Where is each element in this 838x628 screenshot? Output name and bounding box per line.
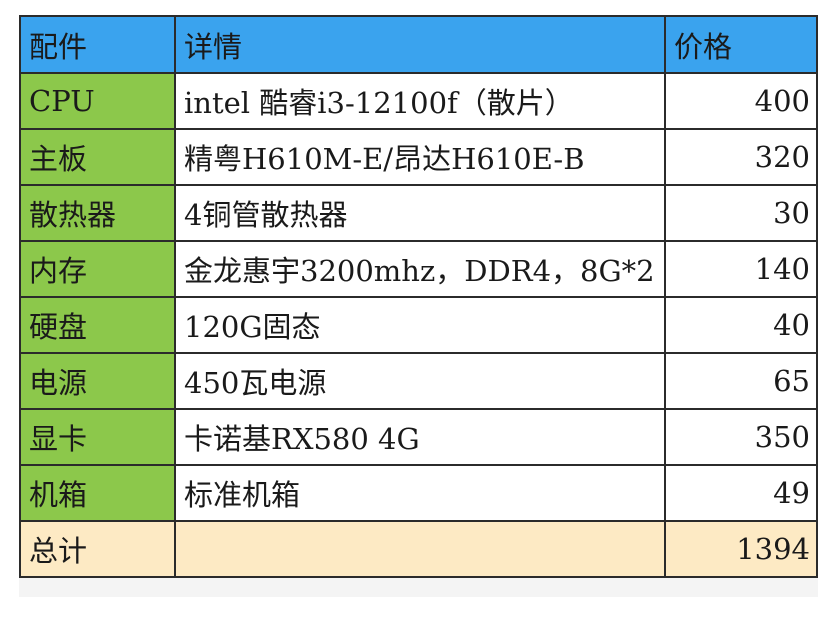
- price-cell[interactable]: 30: [664, 184, 818, 242]
- detail-cell[interactable]: intel 酷睿i3-12100f（散片）: [174, 72, 666, 130]
- table-row: 电源 450瓦电源 65: [19, 352, 818, 410]
- table-row: 机箱 标准机箱 49: [19, 464, 818, 522]
- header-detail[interactable]: 详情: [174, 15, 666, 74]
- price-cell[interactable]: 320: [664, 128, 818, 186]
- part-cell[interactable]: 散热器: [19, 184, 176, 242]
- header-row: 配件 详情 价格: [19, 15, 818, 74]
- table-row: 散热器 4铜管散热器 30: [19, 184, 818, 242]
- total-label-cell[interactable]: 总计: [19, 520, 176, 578]
- detail-cell[interactable]: 标准机箱: [174, 464, 666, 522]
- detail-cell[interactable]: 金龙惠宇3200mhz，DDR4，8G*2: [174, 240, 666, 298]
- price-cell[interactable]: 400: [664, 72, 818, 130]
- detail-cell[interactable]: 450瓦电源: [174, 352, 666, 410]
- table-row: 硬盘 120G固态 40: [19, 296, 818, 354]
- part-cell[interactable]: 内存: [19, 240, 176, 298]
- price-cell[interactable]: 40: [664, 296, 818, 354]
- part-cell[interactable]: 主板: [19, 128, 176, 186]
- detail-cell[interactable]: 120G固态: [174, 296, 666, 354]
- table-row: 显卡 卡诺基RX580 4G 350: [19, 408, 818, 466]
- table-row: CPU intel 酷睿i3-12100f（散片） 400: [19, 72, 818, 130]
- header-price[interactable]: 价格: [664, 15, 818, 74]
- part-cell[interactable]: CPU: [19, 72, 176, 130]
- part-cell[interactable]: 电源: [19, 352, 176, 410]
- table-row: 主板 精粤H610M-E/昂达H610E-B 320: [19, 128, 818, 186]
- price-cell[interactable]: 65: [664, 352, 818, 410]
- part-cell[interactable]: 硬盘: [19, 296, 176, 354]
- total-row: 总计 1394: [19, 520, 818, 578]
- price-cell[interactable]: 140: [664, 240, 818, 298]
- total-price-cell[interactable]: 1394: [664, 520, 818, 578]
- detail-cell[interactable]: 卡诺基RX580 4G: [174, 408, 666, 466]
- table-row: 内存 金龙惠宇3200mhz，DDR4，8G*2 140: [19, 240, 818, 298]
- total-detail-cell[interactable]: [174, 520, 666, 578]
- price-cell[interactable]: 350: [664, 408, 818, 466]
- part-cell[interactable]: 机箱: [19, 464, 176, 522]
- detail-cell[interactable]: 4铜管散热器: [174, 184, 666, 242]
- detail-cell[interactable]: 精粤H610M-E/昂达H610E-B: [174, 128, 666, 186]
- part-cell[interactable]: 显卡: [19, 408, 176, 466]
- pc-build-price-table: 配件 详情 价格 CPU intel 酷睿i3-12100f（散片） 400 主…: [19, 15, 818, 578]
- price-cell[interactable]: 49: [664, 464, 818, 522]
- header-part[interactable]: 配件: [19, 15, 176, 74]
